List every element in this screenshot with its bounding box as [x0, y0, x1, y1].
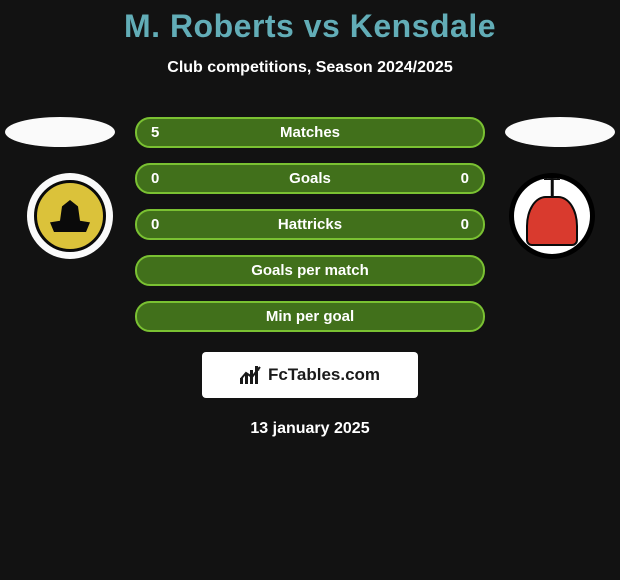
stat-label: Goals [289, 170, 331, 187]
player-left-club-logo [27, 173, 113, 259]
stat-label: Min per goal [266, 308, 354, 325]
stat-row: 5 Matches [135, 117, 485, 148]
footer-date: 13 january 2025 [0, 420, 620, 438]
stat-rows: 5 Matches 0 Goals 0 0 Hattricks 0 Goals per matc… [135, 117, 485, 332]
stat-label: Matches [280, 124, 340, 141]
page-subtitle: Club competitions, Season 2024/2025 [0, 59, 620, 77]
stat-value-right: 0 [461, 170, 469, 187]
player-right-ellipse [505, 117, 615, 147]
watermark: FcTables.com [202, 352, 418, 398]
stat-value-left: 0 [151, 170, 159, 187]
tower-icon [526, 196, 578, 246]
stat-row: Min per goal [135, 301, 485, 332]
stat-row: Goals per match [135, 255, 485, 286]
stat-value-left: 0 [151, 216, 159, 233]
stat-label: Goals per match [251, 262, 369, 279]
watermark-text: FcTables.com [268, 365, 380, 385]
player-left-ellipse [5, 117, 115, 147]
stat-value-left: 5 [151, 124, 159, 141]
tower-badge-icon [514, 178, 590, 254]
stat-label: Hattricks [278, 216, 342, 233]
page-title: M. Roberts vs Kensdale [0, 8, 620, 45]
ship-icon [50, 200, 90, 232]
comparison-container: M. Roberts vs Kensdale Club competitions… [0, 0, 620, 438]
bar-chart-icon [240, 366, 262, 384]
stat-value-right: 0 [461, 216, 469, 233]
stat-row: 0 Hattricks 0 [135, 209, 485, 240]
stat-row: 0 Goals 0 [135, 163, 485, 194]
comparison-area: 5 Matches 0 Goals 0 0 Hattricks 0 Goals per matc… [0, 117, 620, 332]
boston-united-badge-icon [34, 180, 106, 252]
player-right-club-logo [509, 173, 595, 259]
